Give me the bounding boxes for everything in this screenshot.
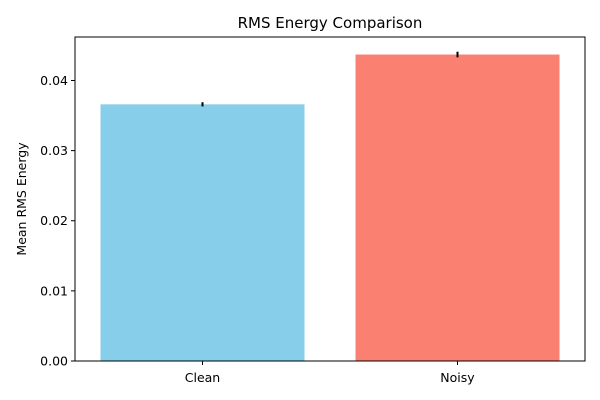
x-axis: Clean Noisy [185,361,475,385]
y-tick-label: 0.03 [40,143,68,158]
x-tick-label: Clean [185,370,220,385]
x-tick-label: Noisy [440,370,475,385]
plot-frame [74,36,586,362]
y-tick-label: 0.00 [40,354,68,369]
bar-clean [100,104,305,361]
y-axis: 0.00 0.01 0.02 0.03 0.04 [40,73,75,369]
errorbars-group [201,51,459,107]
y-tick-label: 0.04 [40,73,68,88]
y-tick-label: 0.01 [40,283,68,298]
bars-group [100,54,560,361]
y-axis-label: Mean RMS Energy [14,142,29,256]
chart-title: RMS Energy Comparison [238,14,423,32]
y-tick-label: 0.02 [40,213,68,228]
bar-noisy [355,54,560,361]
